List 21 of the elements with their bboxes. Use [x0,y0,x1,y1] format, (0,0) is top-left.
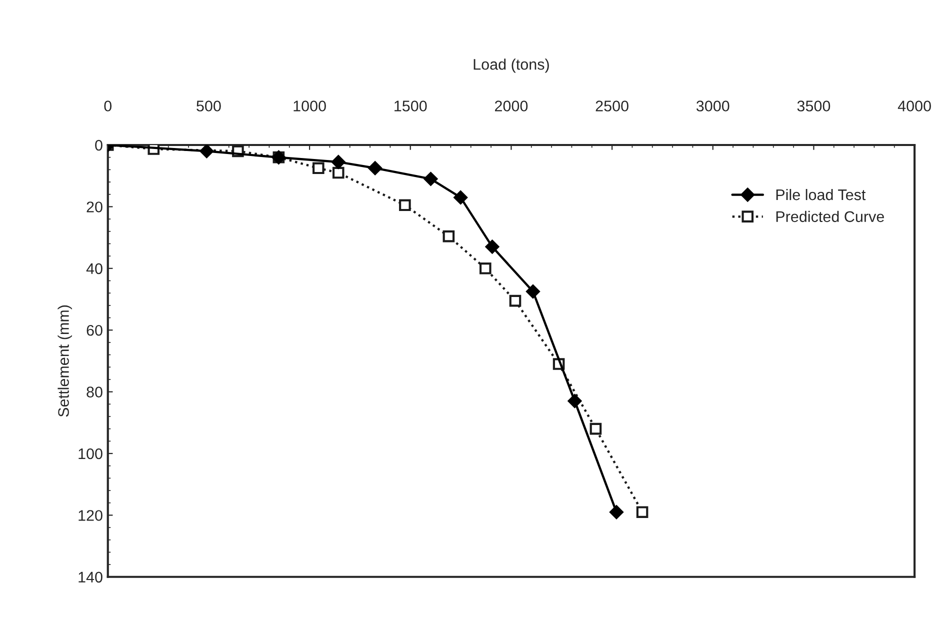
y-tick-label: 80 [86,386,102,398]
y-tick-label: 140 [78,572,102,583]
x-tick-label: 1000 [294,100,326,112]
x-tick-label: 2500 [596,100,628,112]
x-tick-label: 2000 [494,100,528,112]
x-tick-label: 500 [196,100,221,112]
y-tick-label: 40 [86,263,102,274]
x-tick-label: 3500 [797,100,830,112]
x-tick-label: 3000 [696,100,730,112]
y-tick-label: 0 [95,140,102,151]
x-tick-label: 4000 [898,100,931,112]
y-tick-label: 20 [86,202,102,212]
y-tick-label: 60 [86,324,102,336]
x-tick-label: 0 [104,100,112,112]
y-axis-title: Settlement (mm) [58,305,72,417]
legend-label: Predicted Curve [776,210,884,222]
legend-label: Pile load Test [776,188,866,200]
y-tick-label: 100 [78,448,102,460]
x-axis-title: Load (tons) [474,58,549,73]
x-tick-label: 1500 [394,100,427,112]
y-tick-label: 120 [78,510,102,521]
